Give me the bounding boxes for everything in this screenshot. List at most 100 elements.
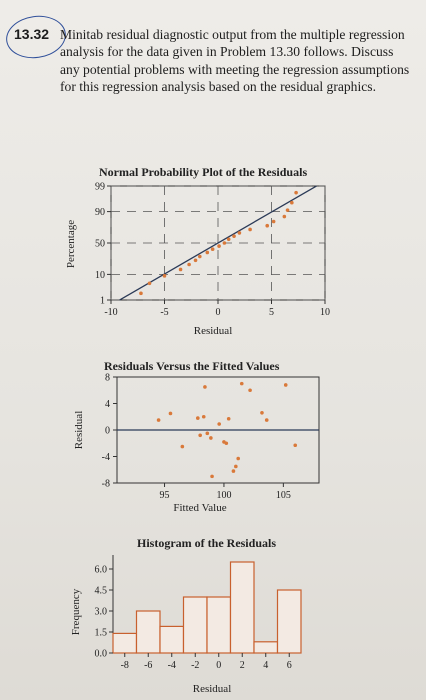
npp-point [187, 262, 191, 267]
rvf-y-tick-label: 8 [105, 373, 110, 384]
hist-bars [112, 561, 302, 654]
npp-point [162, 274, 167, 278]
hist-x-tick-label: 0 [216, 660, 221, 671]
hist-x-tick-label: -4 [168, 660, 176, 671]
rvf-point [236, 456, 240, 461]
hist-bar [276, 589, 302, 654]
npp-point [210, 247, 215, 252]
rvf-point [198, 433, 202, 438]
hist-y-tick-label: 3.0 [95, 607, 108, 618]
npp-point [237, 231, 242, 235]
rvf-point [209, 436, 213, 440]
rvf-point [168, 411, 173, 416]
rvf-point [248, 388, 252, 393]
hist-x-ticks: -8 -6 -4 -2 0 2 4 6 [121, 653, 292, 671]
hist-y-tick-label: 4.5 [95, 586, 108, 597]
npp-point [265, 223, 270, 228]
rvf-point [224, 441, 229, 446]
rvf-point [156, 418, 161, 422]
rvf-point [210, 474, 214, 479]
rvf-x-ticks: 95 100 105 [160, 483, 291, 501]
npp-fit-line [119, 185, 317, 301]
hist-title: Histogram of the Residuals [137, 536, 276, 550]
npp-y-tick-label: 1 [100, 296, 105, 307]
rvf-point [226, 416, 231, 421]
rvf-point [203, 385, 207, 389]
npp-point [226, 237, 231, 242]
npp-point [178, 267, 183, 272]
npp-point [147, 281, 152, 286]
hist-y-tick-label: 6.0 [95, 565, 108, 576]
npp-point [193, 258, 198, 263]
npp-point [290, 200, 294, 205]
hist-y-tick-label: 1.5 [95, 628, 108, 639]
rvf-point [196, 416, 200, 420]
npp-y-tick-label: 50 [95, 239, 105, 250]
rvf-points [156, 381, 298, 479]
rvf-x-tick-label: 100 [216, 490, 231, 501]
hist-y-tick-label: 0.0 [95, 649, 108, 660]
hist-xlabel: Residual [193, 683, 232, 695]
rvf-point [264, 418, 269, 422]
npp-x-tick-label: -10 [104, 307, 117, 318]
npp-title: Normal Probability Plot of the Residuals [99, 165, 307, 179]
npp-point [248, 227, 252, 232]
hist-bar [253, 641, 279, 654]
hist-y-ticks: 6.0 4.5 3.0 1.5 0.0 [95, 565, 113, 660]
rvf-x-tick-label: 95 [160, 490, 170, 501]
rvf-point [293, 443, 298, 448]
residuals-vs-fitted-plot: Residuals Versus the Fitted Values Resid… [73, 359, 320, 514]
normal-probability-plot: Normal Probability Plot of the Residuals… [65, 165, 330, 337]
npp-point [139, 291, 143, 296]
npp-point [271, 219, 276, 224]
rvf-point [234, 464, 238, 469]
rvf-point [239, 381, 244, 386]
npp-point [282, 214, 287, 219]
npp-x-ticks: -10 -5 0 5 10 [104, 300, 330, 318]
npp-point [285, 208, 290, 212]
npp-x-tick-label: -5 [160, 307, 168, 318]
histogram-of-residuals: Histogram of the Residuals Frequency Res… [70, 536, 302, 695]
hist-x-tick-label: 2 [240, 660, 245, 671]
rvf-point [180, 444, 185, 449]
hist-x-tick-label: 4 [263, 660, 268, 671]
hist-x-tick-label: -2 [191, 660, 199, 671]
rvf-ylabel: Residual [73, 411, 85, 450]
rvf-x-tick-label: 105 [276, 490, 291, 501]
hist-bar [159, 625, 185, 654]
npp-point [294, 190, 298, 195]
rvf-title: Residuals Versus the Fitted Values [104, 359, 280, 373]
rvf-xlabel: Fitted Value [173, 502, 226, 514]
rvf-y-ticks: 8 4 0 -4 -8 [102, 373, 117, 490]
hist-x-tick-label: 6 [287, 660, 292, 671]
rvf-y-tick-label: 4 [105, 399, 110, 410]
hist-bar [206, 596, 232, 654]
npp-x-tick-label: 5 [269, 307, 274, 318]
problem-text: Minitab residual diagnostic output from … [60, 27, 410, 95]
rvf-point [283, 383, 288, 387]
hist-bar [135, 610, 161, 654]
hist-x-tick-label: -8 [121, 660, 129, 671]
npp-points [139, 190, 298, 296]
npp-point [205, 250, 210, 255]
rvf-point [205, 431, 210, 436]
npp-point [222, 241, 227, 245]
rvf-point [231, 469, 236, 473]
npp-y-tick-label: 90 [95, 207, 105, 218]
npp-x-tick-label: 0 [216, 307, 221, 318]
rvf-y-tick-label: 0 [105, 426, 110, 437]
rvf-point [201, 414, 206, 419]
npp-point [232, 234, 236, 238]
rvf-point [260, 410, 264, 415]
hist-bar [112, 632, 138, 654]
npp-point [217, 244, 221, 248]
rvf-point [217, 422, 221, 426]
npp-y-ticks: 1 10 50 90 99 [95, 182, 111, 307]
rvf-y-tick-label: -8 [102, 479, 110, 490]
hist-bar [182, 596, 208, 654]
hist-x-tick-label: -6 [144, 660, 152, 671]
npp-x-tick-label: 10 [320, 307, 330, 318]
npp-y-tick-label: 99 [95, 182, 105, 193]
